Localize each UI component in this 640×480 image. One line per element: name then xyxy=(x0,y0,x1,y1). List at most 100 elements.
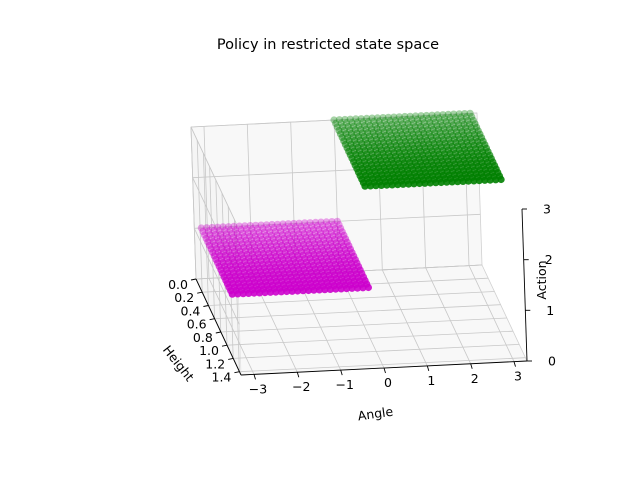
data-point xyxy=(411,123,419,131)
data-point xyxy=(347,129,355,137)
data-point xyxy=(271,227,279,236)
data-point xyxy=(377,181,385,189)
data-point xyxy=(197,224,205,232)
data-point xyxy=(308,222,316,230)
data-point xyxy=(326,285,334,293)
data-point xyxy=(220,237,228,245)
y-tick-mark xyxy=(228,357,234,360)
data-point xyxy=(390,113,398,121)
data-point xyxy=(462,124,470,132)
data-point xyxy=(464,177,472,185)
tick-labels: −3 −2 −1 0 1 2 3 0.00.20.40.60.81.01.21.4 0 1 2 3 xyxy=(168,202,556,397)
data-point xyxy=(338,228,346,236)
data-point xyxy=(273,231,281,239)
data-point xyxy=(350,122,358,130)
data-point xyxy=(343,285,351,293)
data-point xyxy=(400,123,408,131)
x-tick-mark xyxy=(383,367,386,374)
data-point xyxy=(264,235,272,243)
data-point xyxy=(251,232,259,240)
data-point xyxy=(459,177,467,185)
data-point xyxy=(440,114,449,122)
data-point xyxy=(285,234,293,242)
data-point xyxy=(280,234,288,242)
data-point xyxy=(266,288,274,296)
data-point xyxy=(306,229,314,237)
data-point xyxy=(397,116,405,124)
data-point xyxy=(342,130,350,138)
scatter-points xyxy=(197,109,505,298)
data-point xyxy=(467,123,475,132)
data-point xyxy=(250,289,258,297)
data-point xyxy=(462,113,470,121)
data-point xyxy=(419,115,427,123)
data-point xyxy=(235,233,243,241)
data-point xyxy=(277,227,285,235)
data-point xyxy=(279,220,287,228)
x-tick-mark xyxy=(296,372,300,378)
data-point xyxy=(334,231,342,240)
data-point xyxy=(209,238,217,246)
data-point xyxy=(471,120,479,128)
data-point xyxy=(282,227,290,235)
data-point xyxy=(448,178,456,186)
data-point xyxy=(322,229,330,237)
data-point xyxy=(228,230,236,238)
y-tick-label: 1.2 xyxy=(205,356,225,371)
data-point xyxy=(357,115,365,123)
data-point xyxy=(402,116,410,124)
data-point xyxy=(330,116,338,124)
data-point xyxy=(362,125,370,133)
data-point xyxy=(388,181,396,189)
data-point xyxy=(430,115,438,123)
data-point xyxy=(221,226,229,234)
data-point xyxy=(335,116,343,124)
data-point xyxy=(497,175,505,184)
data-point xyxy=(315,225,323,233)
data-point xyxy=(332,119,340,128)
data-point xyxy=(469,116,477,124)
data-point xyxy=(294,287,302,295)
data-point xyxy=(278,231,286,239)
data-point xyxy=(245,289,253,297)
data-point xyxy=(235,222,243,230)
data-point xyxy=(273,220,282,228)
data-point xyxy=(226,237,234,245)
data-point xyxy=(473,123,481,131)
data-point xyxy=(311,229,319,237)
data-point xyxy=(261,289,269,297)
data-point xyxy=(302,222,310,230)
data-point xyxy=(439,111,447,119)
data-point xyxy=(353,284,362,292)
data-point xyxy=(335,126,343,135)
data-point xyxy=(272,288,280,296)
y-axis-label: Height xyxy=(160,342,197,384)
grid-line xyxy=(220,317,507,333)
data-point xyxy=(304,286,313,295)
data-point xyxy=(313,233,321,241)
data-point xyxy=(396,127,404,135)
data-point xyxy=(206,231,214,239)
data-point xyxy=(280,223,289,232)
data-point xyxy=(295,219,303,227)
data-point xyxy=(232,226,240,234)
z-axis-label: Action xyxy=(534,260,549,299)
data-point xyxy=(233,229,241,237)
data-point xyxy=(341,115,349,124)
data-point xyxy=(383,181,391,189)
grid-line xyxy=(208,278,255,375)
data-point xyxy=(401,112,409,121)
data-point xyxy=(444,110,452,118)
data-point xyxy=(437,118,445,126)
data-point xyxy=(359,118,367,126)
data-point xyxy=(381,117,389,125)
data-point xyxy=(395,113,403,121)
data-point xyxy=(215,237,223,245)
data-point xyxy=(337,285,345,293)
data-point xyxy=(299,287,307,295)
data-point xyxy=(270,224,278,232)
z-tick-label: 1 xyxy=(546,303,554,318)
y-tick-mark xyxy=(203,305,209,307)
data-point xyxy=(327,228,335,236)
data-point xyxy=(451,114,459,122)
